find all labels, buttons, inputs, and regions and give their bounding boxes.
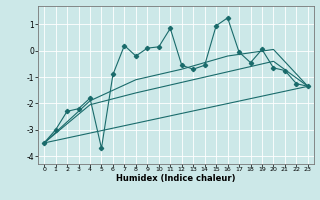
X-axis label: Humidex (Indice chaleur): Humidex (Indice chaleur) bbox=[116, 174, 236, 183]
